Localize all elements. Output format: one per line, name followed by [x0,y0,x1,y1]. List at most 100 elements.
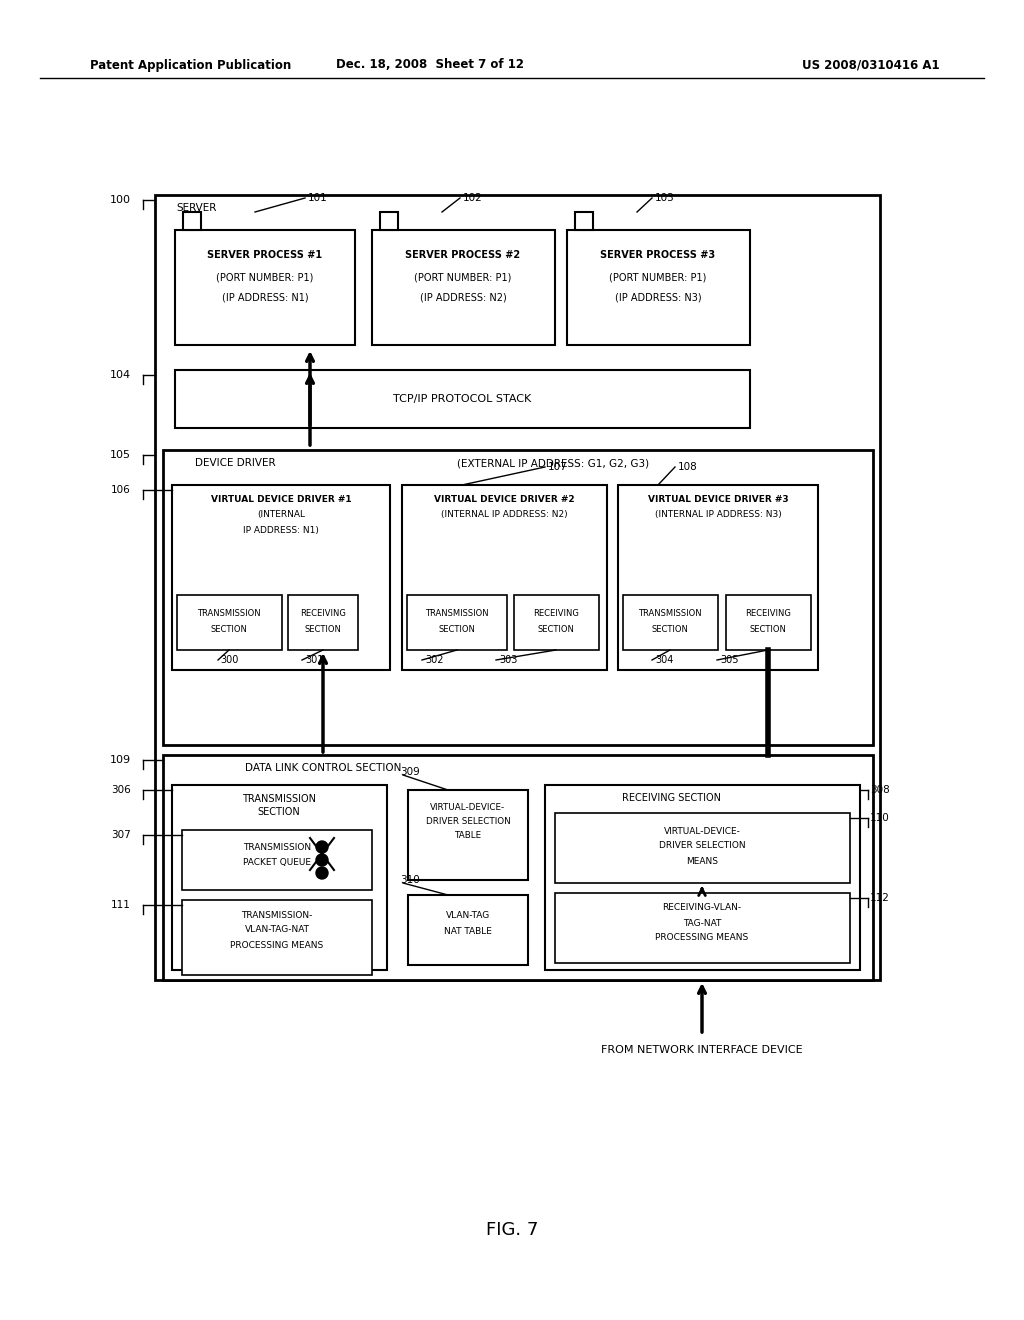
Bar [555,894,850,964]
Text: 310: 310 [400,875,420,884]
Text: MEANS: MEANS [686,857,718,866]
Text: DEVICE DRIVER: DEVICE DRIVER [195,458,275,469]
Bar [380,213,398,230]
Circle shape [316,841,328,853]
Text: 105: 105 [110,450,131,459]
Text: Dec. 18, 2008  Sheet 7 of 12: Dec. 18, 2008 Sheet 7 of 12 [336,58,524,71]
Text: (PORT NUMBER: P1): (PORT NUMBER: P1) [216,273,313,282]
Text: TRANSMISSION: TRANSMISSION [638,609,701,618]
Text: TRANSMISSION: TRANSMISSION [425,609,488,618]
Text: (INTERNAL IP ADDRESS: N3): (INTERNAL IP ADDRESS: N3) [654,511,781,520]
Bar [408,789,528,880]
Bar [155,195,880,979]
Text: TABLE: TABLE [455,832,481,841]
Text: 101: 101 [308,193,328,203]
Text: SECTION: SECTION [651,626,688,635]
Text: 111: 111 [112,900,131,909]
Bar [182,830,372,890]
Bar [545,785,860,970]
Text: SECTION: SECTION [211,626,248,635]
Text: 112: 112 [870,894,890,903]
Bar [288,595,358,649]
Text: 107: 107 [548,462,567,473]
Text: 109: 109 [110,755,131,766]
Text: VIRTUAL-DEVICE-: VIRTUAL-DEVICE- [664,826,740,836]
Text: SECTION: SECTION [304,626,341,635]
Text: VLAN-TAG-NAT: VLAN-TAG-NAT [245,925,309,935]
Text: SECTION: SECTION [258,807,300,817]
Text: 304: 304 [655,655,674,665]
Text: (PORT NUMBER: P1): (PORT NUMBER: P1) [415,273,512,282]
Text: SECTION: SECTION [538,626,574,635]
Text: 301: 301 [305,655,324,665]
Text: (IP ADDRESS: N2): (IP ADDRESS: N2) [420,293,507,304]
Bar [163,450,873,744]
Circle shape [316,854,328,866]
Text: 306: 306 [112,785,131,795]
Text: (IP ADDRESS: N3): (IP ADDRESS: N3) [614,293,701,304]
Text: PROCESSING MEANS: PROCESSING MEANS [655,933,749,942]
Text: 308: 308 [870,785,890,795]
Text: 302: 302 [425,655,443,665]
Text: TRANSMISSION-: TRANSMISSION- [242,911,312,920]
Text: DRIVER SELECTION: DRIVER SELECTION [426,817,510,826]
Text: TCP/IP PROTOCOL STACK: TCP/IP PROTOCOL STACK [393,393,531,404]
Bar [175,370,750,428]
Text: DRIVER SELECTION: DRIVER SELECTION [658,842,745,850]
Text: FIG. 7: FIG. 7 [485,1221,539,1239]
Text: 303: 303 [499,655,517,665]
Text: TRANSMISSION: TRANSMISSION [198,609,261,618]
Text: 100: 100 [110,195,131,205]
Text: 307: 307 [112,830,131,840]
Text: VLAN-TAG: VLAN-TAG [445,911,490,920]
Text: VIRTUAL-DEVICE-: VIRTUAL-DEVICE- [430,804,506,813]
Text: SERVER PROCESS #1: SERVER PROCESS #1 [208,249,323,260]
Text: 300: 300 [220,655,239,665]
Text: SECTION: SECTION [750,626,786,635]
Text: 104: 104 [110,370,131,380]
Text: TAG-NAT: TAG-NAT [683,919,721,928]
Text: (INTERNAL: (INTERNAL [257,511,305,520]
Bar [182,900,372,975]
Text: DATA LINK CONTROL SECTION: DATA LINK CONTROL SECTION [245,763,401,774]
Text: SERVER PROCESS #2: SERVER PROCESS #2 [406,249,520,260]
Text: VIRTUAL DEVICE DRIVER #2: VIRTUAL DEVICE DRIVER #2 [434,495,574,504]
Text: VIRTUAL DEVICE DRIVER #1: VIRTUAL DEVICE DRIVER #1 [211,495,351,504]
Text: 110: 110 [870,813,890,822]
Text: Patent Application Publication: Patent Application Publication [90,58,291,71]
Text: US 2008/0310416 A1: US 2008/0310416 A1 [803,58,940,71]
Text: 309: 309 [400,767,420,777]
Text: RECEIVING-VLAN-: RECEIVING-VLAN- [663,903,741,912]
Bar [575,213,593,230]
Bar [726,595,811,649]
Text: NAT TABLE: NAT TABLE [444,927,492,936]
Text: SERVER PROCESS #3: SERVER PROCESS #3 [600,249,716,260]
Bar [408,895,528,965]
Text: 108: 108 [678,462,697,473]
Text: FROM NETWORK INTERFACE DEVICE: FROM NETWORK INTERFACE DEVICE [601,1045,803,1055]
Bar [172,785,387,970]
Text: 102: 102 [463,193,482,203]
Bar [514,595,599,649]
Text: RECEIVING: RECEIVING [300,609,346,618]
Bar [163,755,873,979]
Bar [372,230,555,345]
Bar [618,484,818,671]
Bar [183,213,201,230]
Text: PROCESSING MEANS: PROCESSING MEANS [230,940,324,949]
Text: RECEIVING SECTION: RECEIVING SECTION [623,793,722,803]
Text: SECTION: SECTION [438,626,475,635]
Text: IP ADDRESS: N1): IP ADDRESS: N1) [243,525,318,535]
Bar [555,813,850,883]
Text: 103: 103 [655,193,675,203]
Text: (INTERNAL IP ADDRESS: N2): (INTERNAL IP ADDRESS: N2) [440,511,567,520]
Text: TRANSMISSION: TRANSMISSION [243,843,311,853]
Text: PACKET QUEUE: PACKET QUEUE [243,858,311,867]
Text: RECEIVING: RECEIVING [745,609,791,618]
Circle shape [316,867,328,879]
Bar [407,595,507,649]
Text: (EXTERNAL IP ADDRESS: G1, G2, G3): (EXTERNAL IP ADDRESS: G1, G2, G3) [457,458,649,469]
Bar [567,230,750,345]
Text: 305: 305 [720,655,738,665]
Text: VIRTUAL DEVICE DRIVER #3: VIRTUAL DEVICE DRIVER #3 [648,495,788,504]
